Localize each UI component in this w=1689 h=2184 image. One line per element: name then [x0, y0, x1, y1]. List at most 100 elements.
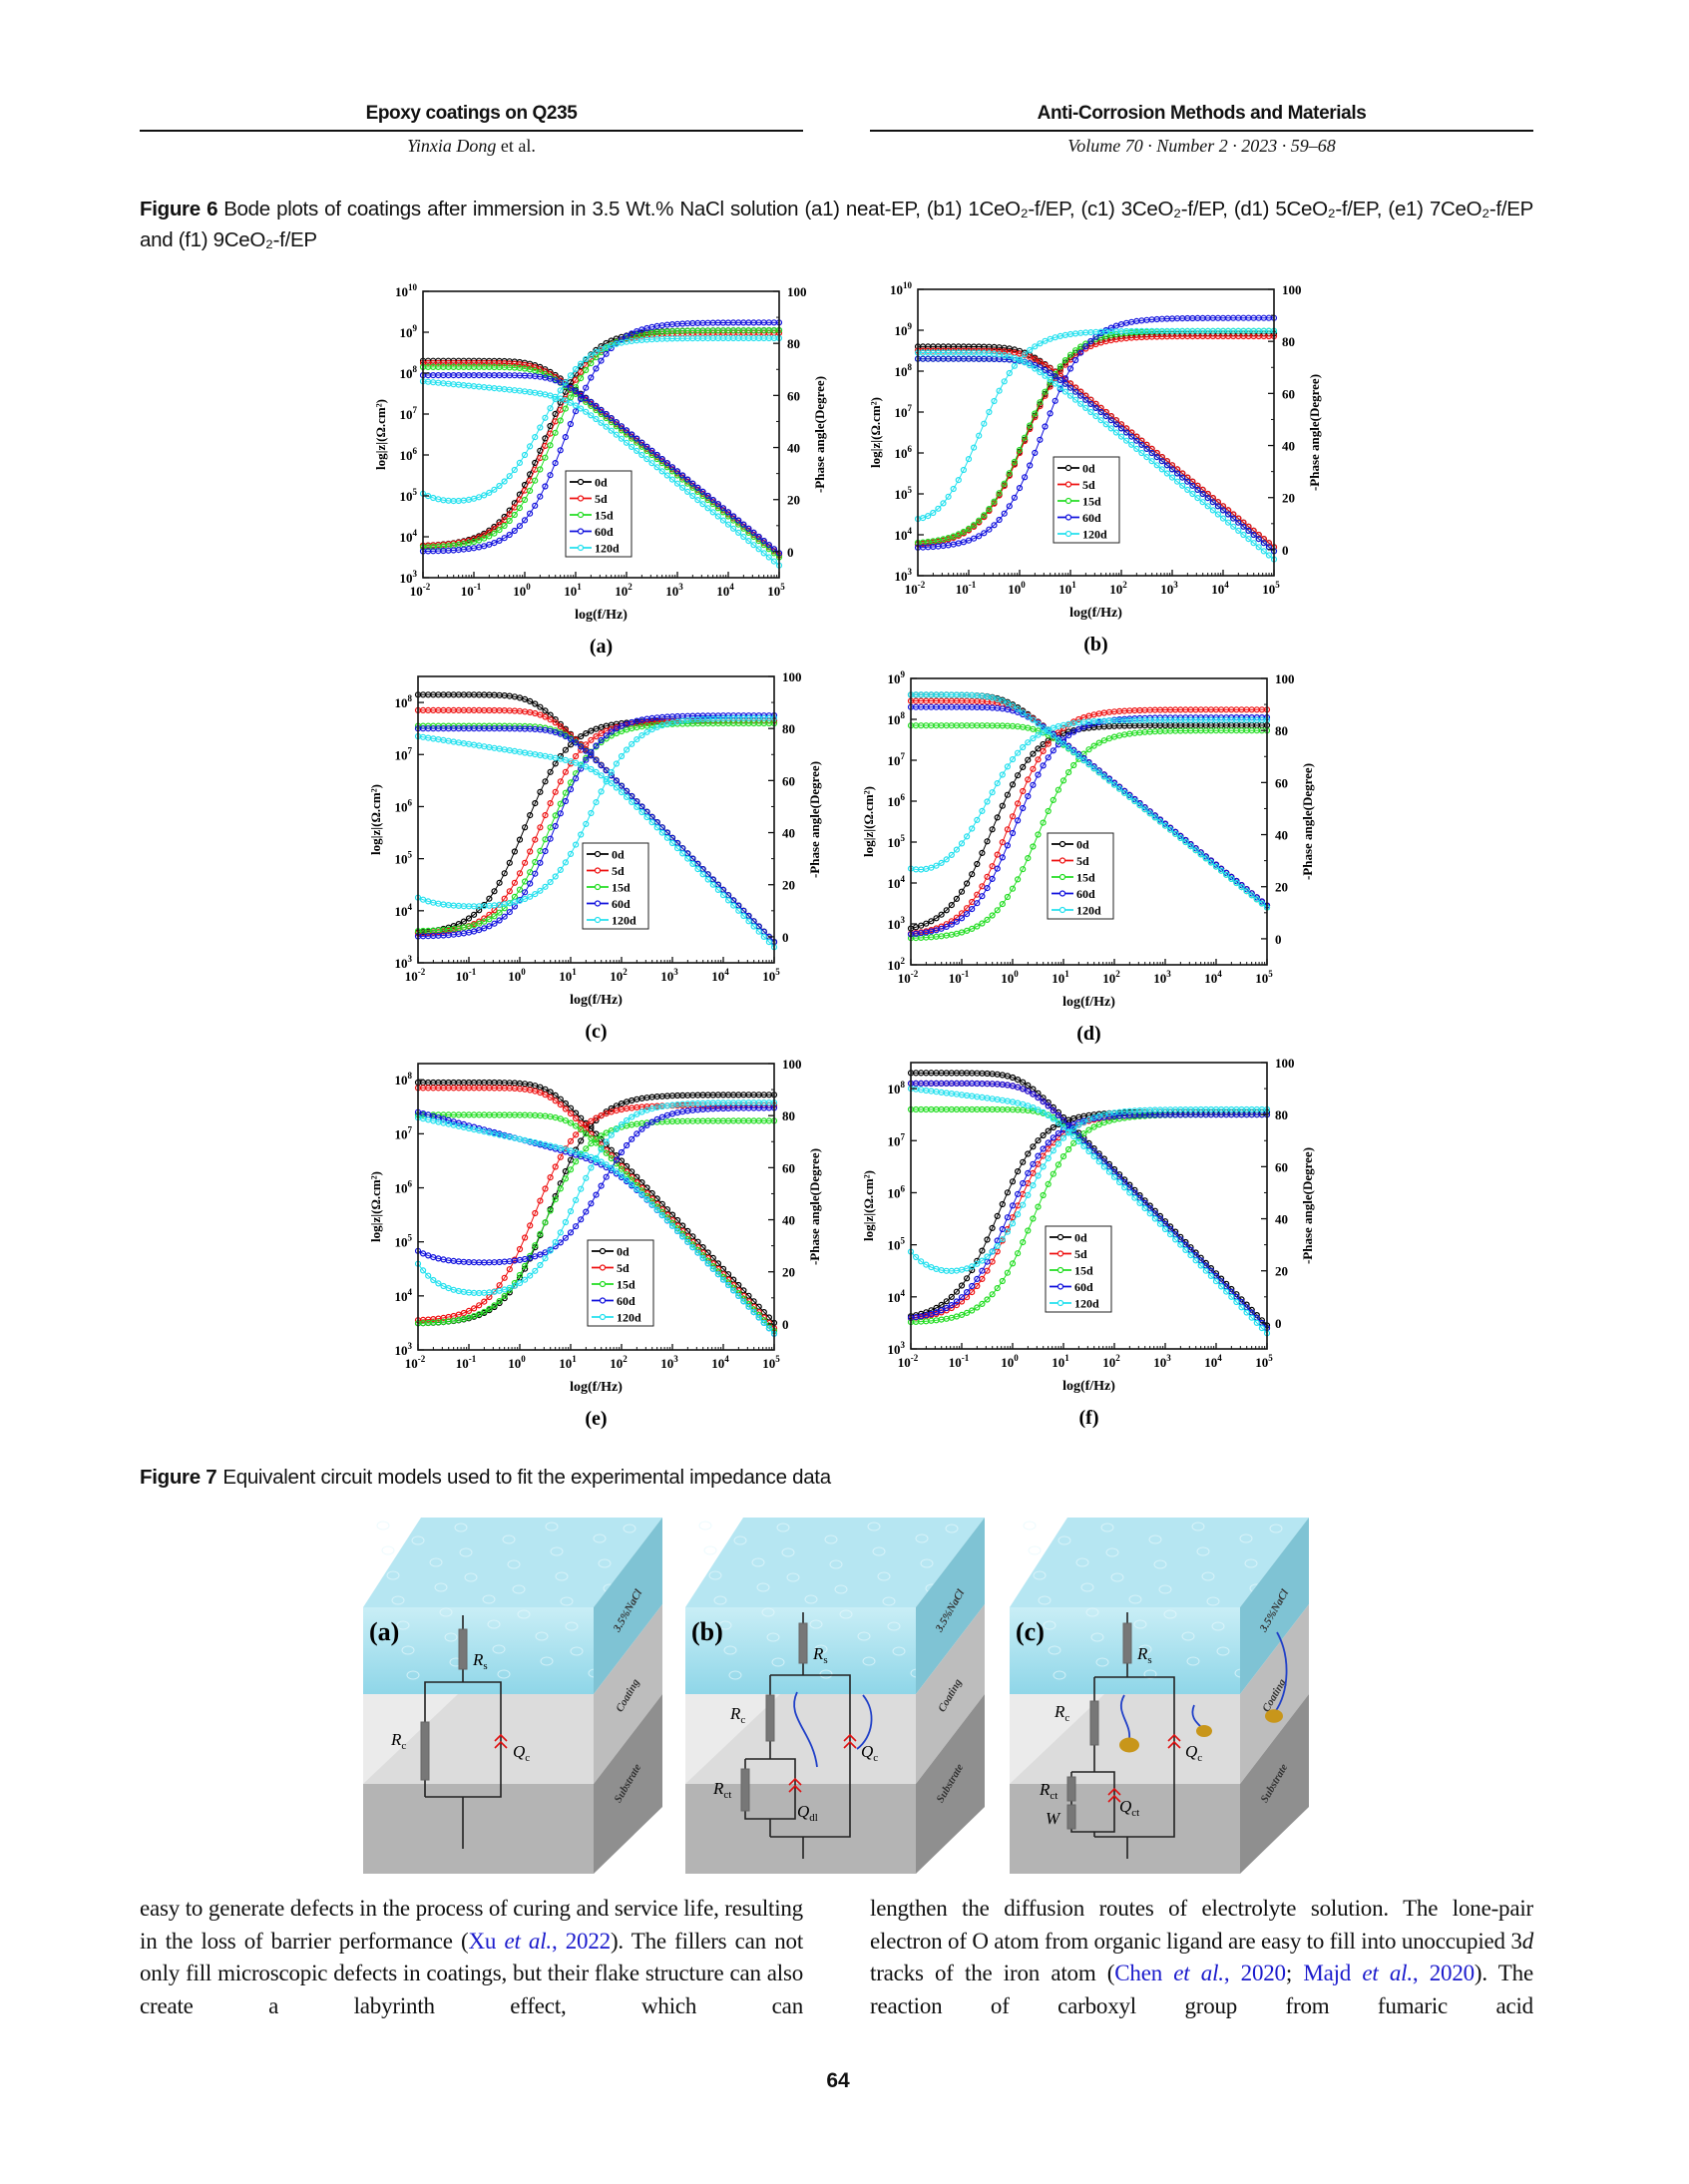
phase-point-60d	[516, 523, 523, 530]
modulus-point-120d	[583, 408, 590, 415]
tick-exponent: 1	[577, 582, 582, 592]
modulus-point-60d	[1225, 511, 1232, 518]
tick-exponent: 0	[521, 967, 526, 977]
phase-point-5d	[516, 1245, 524, 1253]
phase-point-120d	[984, 798, 991, 805]
modulus-point-60d	[1158, 458, 1165, 465]
phase-point-5d	[557, 778, 564, 785]
phase-line-120d	[910, 719, 1268, 871]
legend-swatch-marker	[1064, 481, 1072, 488]
phase-point-5d	[1030, 765, 1037, 772]
legend-label: 15d	[1076, 871, 1095, 885]
phase-point-60d	[496, 537, 503, 544]
modulus-point-5d	[537, 711, 544, 718]
modulus-point-15d	[562, 1117, 569, 1124]
phase-point-60d	[613, 1156, 620, 1163]
phase-line-60d	[417, 1106, 775, 1263]
phase-point-120d	[930, 509, 937, 517]
phase-point-15d	[603, 1129, 610, 1136]
phase-point-60d	[476, 927, 483, 934]
phase-point-15d	[996, 490, 1003, 497]
phase-point-60d	[1030, 1160, 1037, 1167]
phase-point-60d	[1040, 1145, 1047, 1152]
phase-point-120d	[989, 789, 996, 796]
modulus-point-120d	[658, 468, 665, 475]
phase-point-60d	[573, 775, 580, 782]
modulus-point-120d	[745, 918, 752, 925]
phase-point-15d	[1016, 446, 1024, 454]
phase-point-15d	[475, 537, 483, 544]
phase-point-60d	[578, 765, 585, 772]
y-tick-label: 105	[400, 487, 418, 504]
phase-point-0d	[1020, 1158, 1027, 1165]
y-tick-label: 1010	[890, 280, 913, 297]
phase-point-0d	[537, 788, 544, 795]
modulus-point-15d	[557, 1115, 564, 1122]
phase-point-0d	[532, 800, 539, 807]
y2-axis-label: -Phase angle(Degree)	[807, 1148, 822, 1265]
tick-exponent: 5	[901, 833, 906, 843]
phase-point-0d	[948, 1293, 955, 1300]
series-120d	[414, 1099, 778, 1337]
phase-point-60d	[1050, 747, 1056, 754]
phase-point-120d	[552, 873, 559, 880]
tick-exponent: 1	[572, 1354, 577, 1364]
legend-swatch-marker	[594, 850, 602, 858]
phase-point-5d	[552, 1163, 559, 1170]
legend-label: 15d	[595, 509, 614, 523]
modulus-point-120d	[648, 819, 655, 826]
tick-base: 10	[559, 1356, 572, 1371]
phase-point-0d	[953, 895, 961, 902]
phase-point-120d	[598, 1146, 605, 1153]
phase-point-5d	[573, 1131, 580, 1138]
phase-point-5d	[1020, 787, 1027, 795]
y-tick-label: 109	[895, 321, 913, 338]
modulus-point-120d	[1172, 830, 1179, 837]
modulus-point-120d	[1056, 384, 1063, 391]
modulus-point-120d	[1097, 417, 1104, 424]
phase-point-120d	[999, 771, 1006, 778]
phase-point-0d	[1009, 1178, 1017, 1185]
modulus-point-60d	[638, 439, 645, 446]
tick-base: 10	[395, 1073, 408, 1088]
y2-tick-label: 100	[782, 1057, 802, 1072]
phase-point-60d	[963, 911, 971, 918]
legend-label: 120d	[1076, 904, 1101, 918]
x-tick-label: 103	[660, 967, 678, 984]
y-tick-label: 105	[895, 485, 913, 502]
tick-exponent: 4	[1217, 969, 1222, 979]
legend-box	[1047, 832, 1114, 920]
y2-tick-label: 0	[1282, 543, 1289, 558]
phase-point-120d	[588, 809, 595, 817]
legend-swatch-marker	[1058, 890, 1066, 897]
phase-point-5d	[506, 1266, 513, 1273]
tick-exponent: 0	[521, 1354, 526, 1364]
phase-point-120d	[624, 1116, 631, 1124]
x-tick-label: 10-1	[456, 1354, 477, 1371]
phase-point-60d	[1035, 771, 1042, 778]
modulus-point-120d	[618, 1172, 626, 1179]
tick-exponent: 3	[673, 967, 678, 977]
tick-exponent: 6	[908, 444, 913, 454]
tick-exponent: 6	[413, 446, 418, 456]
phase-point-0d	[547, 422, 554, 430]
modulus-point-60d	[618, 782, 626, 789]
tick-base: 10	[405, 969, 418, 984]
phase-point-15d	[567, 779, 575, 786]
phase-point-15d	[1009, 1260, 1017, 1267]
modulus-point-120d	[1072, 396, 1079, 403]
modulus-point-5d	[1032, 355, 1039, 363]
modulus-point-120d	[613, 784, 620, 791]
modulus-point-60d	[1055, 1111, 1061, 1119]
phase-point-60d	[1016, 485, 1024, 492]
phase-point-60d	[1025, 1169, 1032, 1176]
phase-point-60d	[522, 889, 529, 896]
tick-exponent: 3	[408, 1341, 413, 1351]
tick-base: 10	[610, 1356, 623, 1371]
tick-exponent: -1	[469, 1354, 477, 1364]
phase-point-120d	[950, 485, 957, 493]
modulus-point-60d	[567, 735, 575, 743]
phase-point-60d	[547, 835, 554, 842]
phase-point-0d	[476, 907, 483, 914]
modulus-point-120d	[653, 1206, 660, 1213]
